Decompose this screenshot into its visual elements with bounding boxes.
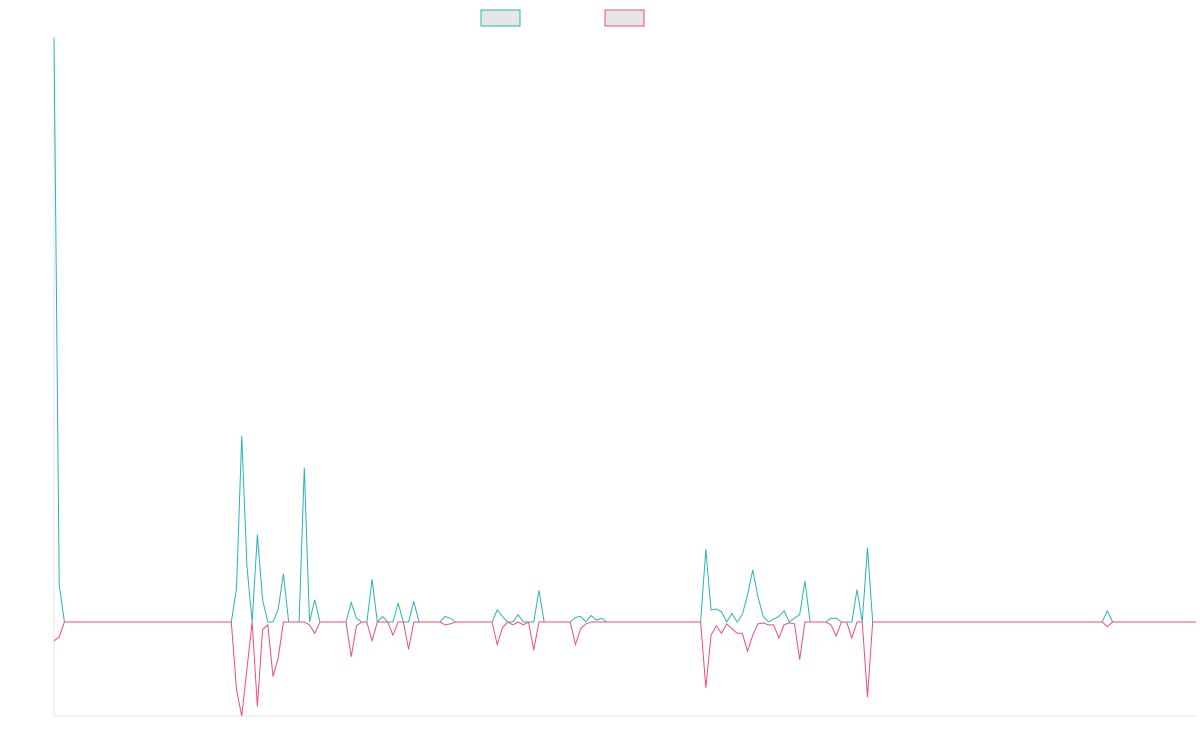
series-line-1[interactable]	[53, 37, 1196, 624]
series-layer	[53, 37, 1196, 717]
legend[interactable]	[480, 9, 645, 27]
series-line-2[interactable]	[53, 621, 1196, 717]
legend-swatch-series-1[interactable]	[480, 9, 521, 27]
axes	[53, 36, 1196, 717]
legend-swatch-series-2[interactable]	[604, 9, 645, 27]
